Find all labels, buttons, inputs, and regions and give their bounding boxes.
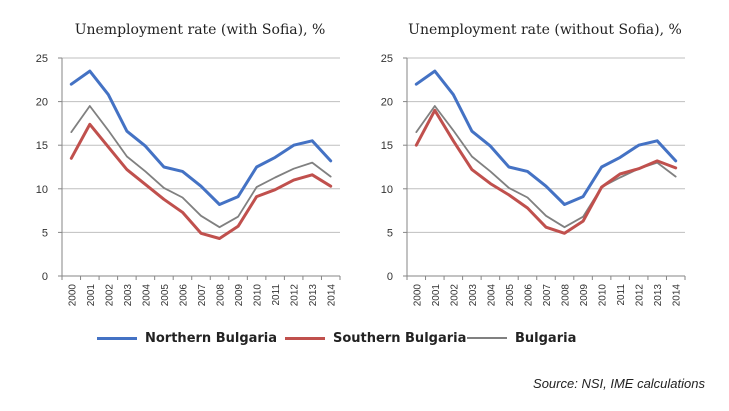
- chart-with-sofia: Unemployment rate (with Sofia), % 0 5 10 15…: [36, 22, 341, 307]
- x-tick-label: 2013: [308, 284, 319, 307]
- series-line-bulgaria: [415, 105, 677, 229]
- legend-swatch-bulgaria: [467, 337, 507, 339]
- x-tick-label: 2004: [141, 284, 152, 307]
- y-tick-label: 0: [387, 271, 393, 283]
- x-tick-label: 2004: [486, 284, 497, 307]
- x-tick-label: 2006: [178, 284, 189, 307]
- x-tick-label: 2000: [412, 284, 423, 307]
- y-tick-label: 20: [36, 97, 48, 109]
- x-tick-label: 2000: [67, 284, 78, 307]
- y-tick-label: 10: [381, 184, 393, 196]
- x-tick-label: 2005: [160, 284, 171, 307]
- x-tick-label: 2007: [542, 284, 553, 307]
- x-tick-label: 2011: [271, 284, 282, 306]
- x-tick-label: 2010: [253, 284, 264, 307]
- x-tick-label: 2013: [653, 284, 664, 307]
- legend-swatch-northern: [97, 336, 137, 340]
- legend-item-southern-bulgaria: Southern Bulgaria: [285, 327, 466, 349]
- y-tick-label: 0: [42, 271, 48, 283]
- y-tick-label: 15: [36, 140, 48, 152]
- x-tick-label: 2009: [579, 284, 590, 307]
- chart-title-without-sofia: Unemployment rate (without Sofia), %: [408, 22, 682, 38]
- x-tick-label: 2001: [86, 284, 97, 307]
- chart-title-with-sofia: Unemployment rate (with Sofia), %: [75, 22, 326, 38]
- series-line-southern-bulgaria: [69, 122, 333, 240]
- legend-label-bulgaria: Bulgaria: [515, 330, 577, 346]
- x-tick-label: 2012: [290, 284, 301, 307]
- x-tick-label: 2003: [123, 284, 134, 307]
- x-tick-label: 2002: [449, 284, 460, 307]
- y-tick-label: 25: [36, 53, 48, 65]
- legend-swatch-southern: [285, 336, 325, 340]
- source-note: Source: NSI, IME calculations: [533, 376, 705, 391]
- series-line-bulgaria: [70, 105, 332, 229]
- x-tick-label: 2001: [431, 284, 442, 307]
- x-tick-label: 2003: [468, 284, 479, 307]
- y-tick-label: 10: [36, 184, 48, 196]
- y-tick-label: 15: [381, 140, 393, 152]
- x-tick-label: 2007: [197, 284, 208, 307]
- x-tick-label: 2005: [505, 284, 516, 307]
- x-tick-label: 2006: [523, 284, 534, 307]
- chart-without-sofia: Unemployment rate (without Sofia), % 0 5 1…: [381, 22, 686, 307]
- series-line-northern-bulgaria: [414, 69, 678, 206]
- legend-item-bulgaria: Bulgaria: [467, 327, 576, 349]
- y-tick-label: 5: [42, 227, 48, 239]
- x-tick-label: 2011: [616, 284, 627, 306]
- x-tick-label: 2008: [216, 284, 227, 307]
- x-tick-label: 2014: [672, 284, 683, 307]
- y-tick-label: 5: [387, 227, 393, 239]
- legend-label-northern: Northern Bulgaria: [145, 330, 278, 346]
- x-tick-label: 2009: [234, 284, 245, 307]
- x-tick-label: 2014: [327, 284, 338, 307]
- series-line-southern-bulgaria: [414, 108, 678, 235]
- legend-item-northern-bulgaria: Northern Bulgaria: [97, 327, 277, 349]
- y-tick-label: 25: [381, 53, 393, 65]
- y-tick-label: 20: [381, 97, 393, 109]
- x-tick-label: 2012: [635, 284, 646, 307]
- series-line-northern-bulgaria: [69, 69, 333, 206]
- x-tick-label: 2008: [561, 284, 572, 307]
- x-tick-label: 2010: [598, 284, 609, 307]
- x-tick-label: 2002: [104, 284, 115, 307]
- legend-label-southern: Southern Bulgaria: [333, 330, 467, 346]
